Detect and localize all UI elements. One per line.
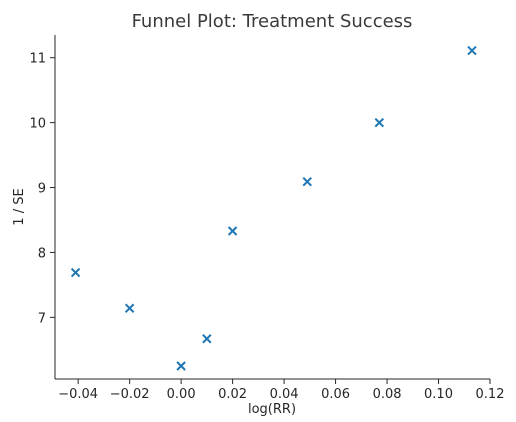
y-tick-label: 11 [29,52,46,67]
data-points [70,45,477,371]
x-ticks: −0.04 −0.02 0.00 0.02 0.04 0.06 0.08 0.10 0.12 [58,379,504,402]
x-tick-label: 0.06 [321,387,350,402]
axes [54,35,490,380]
y-tick-label: 8 [38,246,46,261]
x-tick-label: 0.12 [476,387,505,402]
data-point [70,267,81,278]
x-tick-label: 0.02 [218,387,247,402]
y-ticks: 7 8 9 10 11 [29,52,55,326]
data-point [227,226,238,236]
x-tick-label: 0.10 [424,387,453,402]
x-tick-label: −0.02 [110,387,150,402]
chart-title: Funnel Plot: Treatment Success [132,11,413,32]
y-tick-label: 9 [38,182,46,197]
y-tick-label: 10 [29,117,46,132]
data-point [374,117,385,128]
data-point [467,45,477,56]
x-tick-label: 0.04 [270,387,299,402]
data-point [302,176,312,187]
data-point [202,334,212,344]
x-axis-label: log(RR) [248,402,296,417]
data-point [124,303,135,313]
y-axis-label: 1 / SE [12,188,27,225]
data-point [176,361,186,371]
y-tick-label: 7 [38,311,46,326]
x-tick-label: −0.04 [58,387,98,402]
x-tick-label: 0.08 [373,387,402,402]
x-tick-label: 0.00 [167,387,196,402]
